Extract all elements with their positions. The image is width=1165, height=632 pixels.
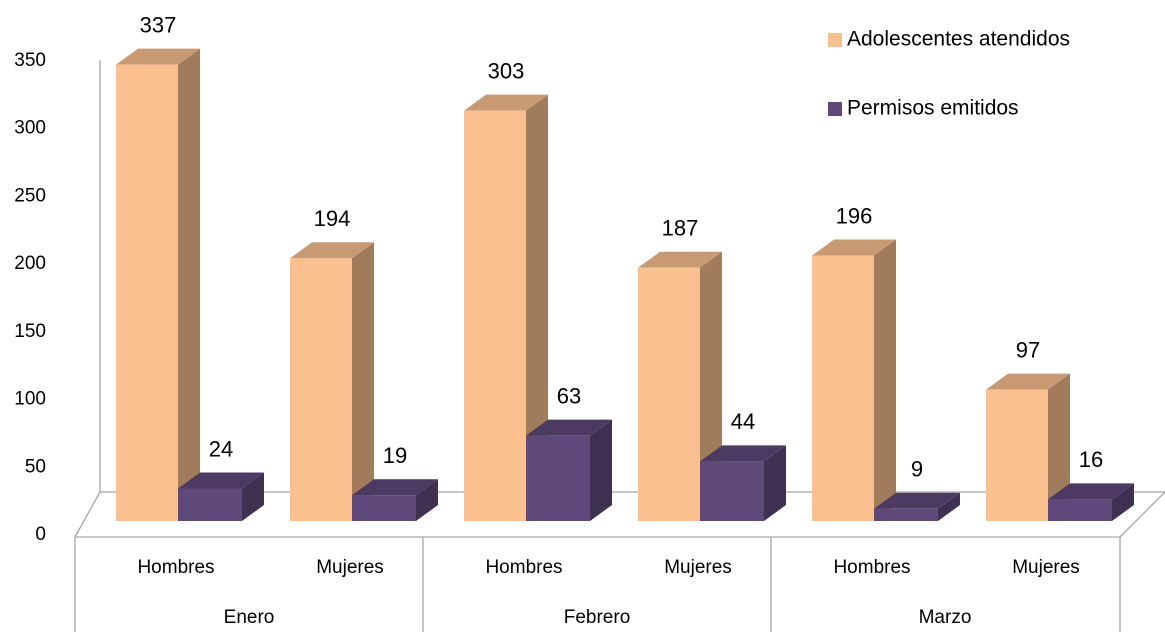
bar-top [178, 472, 264, 489]
bar [1048, 483, 1134, 521]
bar-top [700, 445, 786, 462]
bar [464, 94, 548, 521]
bar-front [812, 255, 874, 521]
bar-front [986, 389, 1048, 521]
bar-front [116, 64, 178, 521]
value-label: 24 [209, 436, 233, 461]
bar-front [290, 258, 352, 521]
bar-side [1048, 373, 1070, 521]
bar-side [874, 239, 896, 521]
x-tick-label: Hombres [833, 557, 910, 578]
bar-top [1048, 483, 1134, 500]
bar [290, 242, 374, 522]
bar-side [178, 48, 200, 521]
value-label: 44 [731, 409, 755, 434]
y-tick-label: 250 [14, 185, 46, 206]
bar [874, 492, 960, 521]
value-label: 337 [140, 12, 177, 37]
bar-top [352, 479, 438, 496]
bar-front [352, 495, 416, 521]
bar-top [874, 492, 960, 509]
value-label: 19 [383, 443, 407, 468]
bar-top [638, 251, 722, 268]
bar [178, 472, 264, 521]
bar-front [700, 461, 764, 521]
legend-label: Permisos emitidos [847, 97, 1019, 120]
bar-front [638, 267, 700, 521]
group-label: Marzo [919, 607, 972, 628]
bar [812, 239, 896, 521]
bar-side [1112, 483, 1134, 521]
bar-top [526, 419, 612, 436]
bar-front [1048, 499, 1112, 521]
y-tick-label: 200 [14, 253, 46, 274]
bar [700, 445, 786, 521]
value-label: 63 [557, 383, 581, 408]
bar-side [416, 479, 438, 521]
bar-side [526, 94, 548, 521]
value-label: 196 [836, 203, 873, 228]
value-label: 9 [911, 457, 923, 482]
y-tick-label: 350 [14, 50, 46, 71]
floor-right-edge [1119, 491, 1165, 538]
x-tick-label: Hombres [485, 557, 562, 578]
value-label: 97 [1016, 337, 1040, 362]
bar-top [116, 48, 200, 65]
bar-top [986, 373, 1070, 390]
bar [526, 419, 612, 521]
legend-swatch [828, 102, 842, 116]
floor-left-edge [74, 491, 101, 538]
bar-side [242, 472, 264, 521]
legend-label: Adolescentes atendidos [847, 28, 1070, 51]
y-tick-label: 50 [25, 456, 46, 477]
value-label: 303 [488, 58, 525, 83]
group-label: Enero [224, 607, 275, 628]
bar [352, 479, 438, 521]
bar-front [874, 508, 938, 521]
bar-side [764, 445, 786, 521]
y-tick-label: 300 [14, 118, 46, 139]
legend-swatch [828, 33, 842, 47]
value-label: 16 [1079, 447, 1103, 472]
bar-top [290, 242, 374, 259]
x-tick-label: Mujeres [1012, 557, 1080, 578]
bar-side [590, 419, 612, 521]
y-tick-label: 150 [14, 321, 46, 342]
bar-side [938, 492, 960, 521]
bar-front [464, 110, 526, 521]
x-tick-label: Mujeres [316, 557, 384, 578]
bar-top [812, 239, 896, 256]
value-label: 194 [314, 206, 351, 231]
bar-top [464, 94, 548, 111]
x-tick-label: Hombres [137, 557, 214, 578]
bar-front [526, 435, 590, 521]
y-tick-label: 100 [14, 389, 46, 410]
group-label: Febrero [564, 607, 631, 628]
bar [986, 373, 1070, 521]
x-tick-label: Mujeres [664, 557, 732, 578]
bar [116, 48, 200, 521]
bar-side [352, 242, 374, 522]
value-label: 187 [662, 216, 699, 241]
y-tick-label: 0 [35, 524, 46, 545]
bar-front [178, 488, 242, 521]
